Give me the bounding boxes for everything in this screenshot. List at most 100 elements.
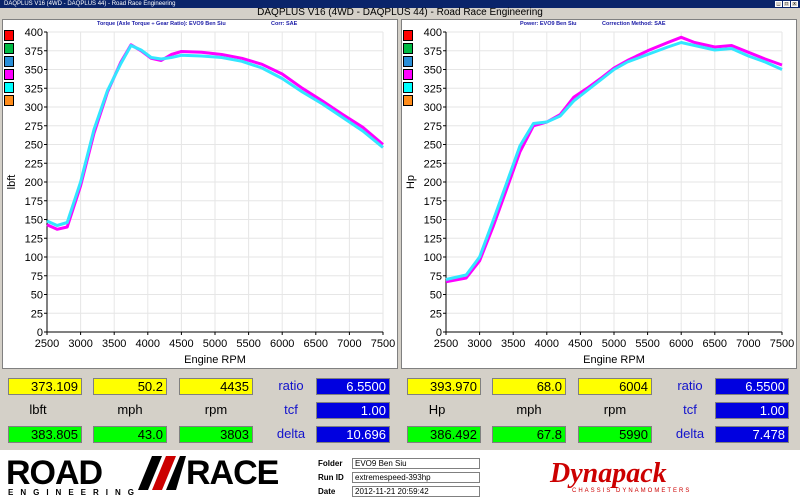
ratio-value: 6.5500 [715,378,789,395]
logo-race-text: RACE [186,454,279,492]
power-run1-value: 393.970 [407,378,481,395]
folder-label: Folder [318,459,343,468]
y-tick-label: 0 [436,327,442,339]
date-label: Date [318,487,336,496]
y-tick-label: 125 [25,233,43,245]
torque-readout: 373.109 50.2 4435 ratio 6.5500 lbft mph … [2,372,398,447]
close-button[interactable]: x [791,1,798,7]
dynapack-sub-text: CHASSIS DYNAMOMETERS [572,488,692,494]
torque-chart-svg: 0 25 50 75 100 125 150 175 200 225 250 275 300 325 350… [6,27,395,366]
mph-unit-label: mph [117,402,143,417]
series-swatch-1[interactable] [4,30,14,41]
ratio-label: ratio [677,378,703,393]
y-tick-label: 50 [31,290,43,302]
mph-run2-value: 67.8 [492,426,566,443]
x-tick-label: 7500 [770,338,794,350]
y-tick-label: 175 [424,196,442,208]
page-heading: DAQPLUS V16 (4WD - DAQPLUS 44) - Road Ra… [257,7,543,18]
mph-run1-value: 68.0 [492,378,566,395]
x-tick-label: 5500 [635,338,659,350]
series-line-2 [445,41,783,281]
x-tick-label: 3000 [467,338,491,350]
delta-label: delta [675,426,705,441]
tcf-value: 1.00 [316,402,390,419]
x-tick-label: 5000 [203,338,227,350]
x-tick-label: 6500 [304,338,328,350]
y-tick-label: 400 [424,27,442,39]
folder-field[interactable]: EVO9 Ben Siu [352,458,480,469]
x-tick-label: 4000 [535,338,559,350]
y-tick-label: 150 [25,215,43,227]
rpm-run2-value: 5990 [578,426,652,443]
y-axis-title: lbft [6,175,18,190]
x-tick-label: 5500 [236,338,260,350]
rpm-run1-value: 4435 [179,378,253,395]
delta-value: 7.478 [715,426,789,443]
y-axis-title: Hp [405,175,417,189]
series-swatch-2[interactable] [403,43,413,54]
x-tick-label: 3000 [68,338,92,350]
y-tick-label: 0 [37,327,43,339]
y-tick-label: 300 [424,102,442,114]
y-tick-label: 125 [424,233,442,245]
logo-sub-text: ENGINEERING [8,488,142,497]
lbft-unit-label: lbft [29,402,47,417]
series-swatch-2[interactable] [4,43,14,54]
y-tick-label: 325 [424,83,442,95]
maximize-button[interactable]: □ [783,1,790,7]
tcf-label: tcf [683,402,697,417]
x-tick-label: 4500 [568,338,592,350]
power-chart-panel: Power: EVO9 Ben Siu Correction Method: S… [401,19,797,369]
series-swatch-6[interactable] [4,95,14,106]
date-field[interactable]: 2012-11-21 20:59:42 [352,486,480,497]
power-readout: 393.970 68.0 6004 ratio 6.5500 Hp mph rp… [401,372,797,447]
series-swatch-6[interactable] [403,95,413,106]
series-swatch-4[interactable] [403,69,413,80]
series-swatch-3[interactable] [4,56,14,67]
hp-unit-label: Hp [428,402,446,417]
series-line-2 [46,44,384,227]
x-tick-label: 3500 [102,338,126,350]
rpm-unit-label: rpm [603,402,627,417]
x-tick-label: 4000 [136,338,160,350]
series-swatch-4[interactable] [4,69,14,80]
ratio-label: ratio [278,378,304,393]
series-swatch-5[interactable] [4,82,14,93]
power-corr-label: Correction Method: SAE [602,21,666,27]
runid-field[interactable]: extremespeed-393hp [352,472,480,483]
y-tick-label: 250 [25,140,43,152]
tcf-value: 1.00 [715,402,789,419]
series-swatch-5[interactable] [403,82,413,93]
rpm-run2-value: 3803 [179,426,253,443]
y-tick-label: 350 [25,65,43,77]
series-swatch-1[interactable] [403,30,413,41]
y-tick-label: 400 [25,27,43,39]
y-tick-label: 25 [31,308,43,320]
x-axis-title: Engine RPM [184,354,246,366]
series-swatch-3[interactable] [403,56,413,67]
torque-run2-value: 383.805 [8,426,82,443]
x-tick-label: 7000 [337,338,361,350]
power-chart-svg: 0 25 50 75 100 125 150 175 200 225 250 275 300 325 350… [405,27,794,366]
footer: ROAD RACE ENGINEERING Folder EVO9 Ben Si… [0,450,800,500]
x-tick-label: 6000 [669,338,693,350]
x-tick-label: 6500 [703,338,727,350]
mph-run1-value: 50.2 [93,378,167,395]
y-tick-label: 275 [25,121,43,133]
rpm-unit-label: rpm [204,402,228,417]
torque-swatches [4,30,14,108]
y-tick-label: 175 [25,196,43,208]
minimize-button[interactable]: _ [775,1,782,7]
power-run2-value: 386.492 [407,426,481,443]
x-tick-label: 5000 [602,338,626,350]
y-tick-label: 200 [424,177,442,189]
torque-chart-title: Torque (Axle Torque ÷ Gear Ratio): EVO9 … [97,21,226,27]
dynapack-logo: Dynapack [550,458,667,489]
window-title: DAQPLUS V16 (4WD - DAQPLUS 44) - Road Ra… [4,1,176,7]
y-tick-label: 325 [25,83,43,95]
x-tick-label: 7500 [371,338,395,350]
x-tick-label: 7000 [736,338,760,350]
y-tick-label: 100 [25,252,43,264]
y-tick-label: 25 [430,308,442,320]
logo-slashes-icon [138,456,186,490]
